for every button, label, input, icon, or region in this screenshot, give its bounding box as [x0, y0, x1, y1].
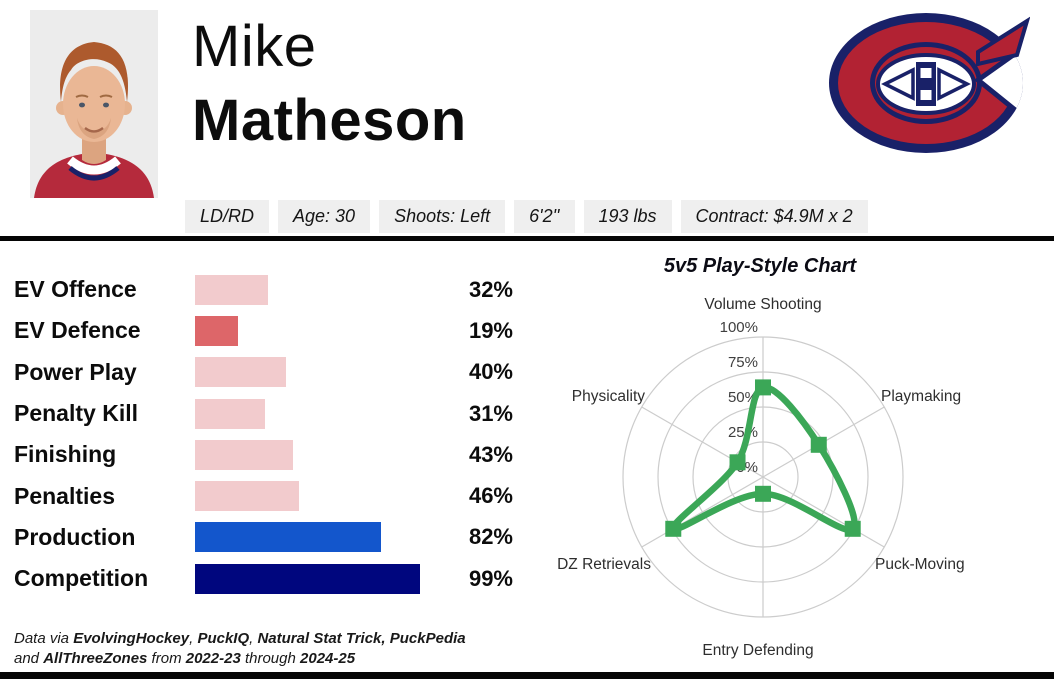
stat-label: Competition [14, 565, 149, 592]
radar-axis-label: Playmaking [881, 388, 961, 405]
percentile-bar-chart: EV Offence 32% EV Defence 19% Power Play 40% P… [14, 269, 534, 599]
neck [82, 134, 106, 164]
jersey-collar-white [67, 156, 121, 175]
data-credits-line: and AllThreeZones from 2022-23 through 2… [14, 649, 356, 667]
radar-spoke [762, 476, 885, 548]
player-info-badges: LD/RD Age: 30 Shoots: Left 6'2'' 193 lbs Cont… [185, 200, 868, 233]
player-photo [30, 10, 158, 198]
stat-bar [195, 398, 266, 429]
radar-data-marker [729, 454, 746, 471]
stat-bar [195, 439, 293, 470]
radar-tick-label: 75% [728, 354, 758, 371]
radar-data-marker [810, 436, 827, 453]
stat-row: EV Offence 32% [14, 269, 534, 310]
stat-label: Production [14, 523, 136, 550]
stat-bar [195, 274, 268, 305]
radar-axis-label: Puck-Moving [875, 556, 965, 573]
jersey-collar-navy [68, 166, 120, 181]
montreal-canadiens-logo [828, 12, 1031, 155]
radar-tick-label: 100% [720, 319, 758, 336]
player-portrait-illustration [30, 10, 158, 198]
player-last-name: Matheson [192, 88, 467, 153]
radar-spoke [641, 476, 764, 548]
stat-bar [195, 563, 420, 594]
player-info-badge: 6'2'' [514, 200, 575, 233]
player-info-badge: Age: 30 [278, 200, 371, 233]
player-name: Mike Matheson [192, 10, 467, 158]
stat-value: 40% [468, 359, 513, 385]
bottom-divider [0, 672, 1054, 679]
data-credits-line: Data via EvolvingHockey, PuckIQ, Natural… [14, 630, 466, 647]
face [63, 66, 125, 142]
stat-value: 31% [468, 400, 513, 426]
player-info-badge: Shoots: Left [379, 200, 506, 233]
stat-value: 82% [468, 524, 513, 550]
radar-axis-label: Volume Shooting [704, 296, 821, 313]
stat-row: Power Play 40% [14, 352, 534, 393]
stat-label: Penalty Kill [14, 400, 138, 427]
stat-label: Penalties [14, 482, 115, 509]
stat-row: EV Defence 19% [14, 310, 534, 351]
player-first-name: Mike [192, 14, 317, 79]
radar-chart: 0%25%50%75%100%Volume ShootingPlaymaking… [557, 296, 965, 659]
player-info-badge: 193 lbs [583, 200, 672, 233]
stat-row: Penalties 46% [14, 475, 534, 516]
stat-row: Production 82% [14, 517, 534, 558]
radar-data-marker [755, 379, 771, 396]
radar-tick-label: 50% [728, 389, 758, 406]
radar-tick-label: 25% [728, 424, 758, 441]
stat-bar [195, 357, 286, 388]
radar-data-marker [755, 485, 771, 502]
stat-value: 46% [468, 483, 513, 509]
stat-value: 19% [468, 317, 513, 343]
stat-label: Power Play [14, 358, 137, 385]
stat-value: 32% [468, 276, 513, 302]
stat-label: EV Offence [14, 276, 137, 303]
stat-bar [195, 522, 382, 553]
stat-bar [195, 315, 239, 346]
stat-row: Finishing 43% [14, 434, 534, 475]
radar-data-marker [844, 520, 861, 537]
stat-bar [195, 481, 300, 512]
stat-label: EV Defence [14, 317, 141, 344]
player-info-badge: LD/RD [185, 200, 270, 233]
radar-chart-title: 5v5 Play-Style Chart [663, 255, 857, 277]
top-divider [0, 236, 1054, 241]
hair [60, 42, 129, 102]
c-serif-tip [976, 16, 1031, 67]
radar-axis-label: Physicality [572, 388, 645, 405]
stat-label: Finishing [14, 441, 117, 468]
stat-row: Competition 99% [14, 558, 534, 599]
stat-value: 99% [468, 565, 513, 591]
data-credits: Data via EvolvingHockey, PuckIQ, Natural… [14, 629, 466, 668]
player-info-badge: Contract: $4.9M x 2 [680, 200, 868, 233]
stat-value: 43% [468, 441, 513, 467]
radar-data-marker [665, 520, 682, 537]
radar-axis-label: DZ Retrievals [557, 556, 651, 573]
stat-row: Penalty Kill 31% [14, 393, 534, 434]
radar-axis-label: Entry Defending [702, 642, 813, 659]
